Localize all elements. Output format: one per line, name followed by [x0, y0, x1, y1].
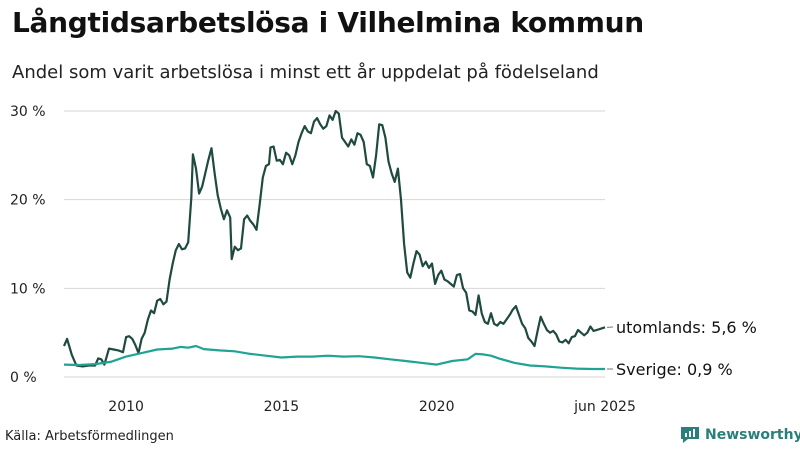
x-tick-label: 2010 [108, 399, 144, 415]
brand-name: Newsworthy [705, 427, 800, 443]
y-tick-label: 20 % [10, 193, 46, 209]
y-tick-label: 0 % [10, 370, 37, 386]
chart-title: Långtidsarbetslösa i Vilhelmina kommun [12, 6, 644, 39]
y-tick-label: 30 % [10, 104, 46, 120]
x-tick-label: jun 2025 [573, 399, 636, 415]
brand-logo: Newsworthy [680, 426, 800, 444]
gridlines [64, 110, 605, 378]
series-line-sverige [63, 344, 605, 371]
y-tick-label: 10 % [10, 281, 46, 297]
series-end-label: Sverige: 0,9 % [616, 360, 733, 379]
source-note: Källa: Arbetsförmedlingen [5, 429, 174, 444]
x-tick-label: 2015 [264, 399, 300, 415]
series-line-utomlands [62, 109, 606, 368]
newsworthy-logo-icon [681, 427, 699, 443]
chart-subtitle: Andel som varit arbetslösa i minst ett å… [12, 62, 599, 83]
x-tick-label: 2020 [419, 399, 455, 415]
series-end-label: utomlands: 5,6 % [616, 318, 757, 337]
axis-ticks: 0 % 10 % 20 % 30 % 2010 2015 2020 jun 2025 [10, 104, 636, 415]
series-end-labels: utomlands: 5,6 % Sverige: 0,9 % [606, 318, 757, 379]
series-lines [62, 109, 606, 371]
